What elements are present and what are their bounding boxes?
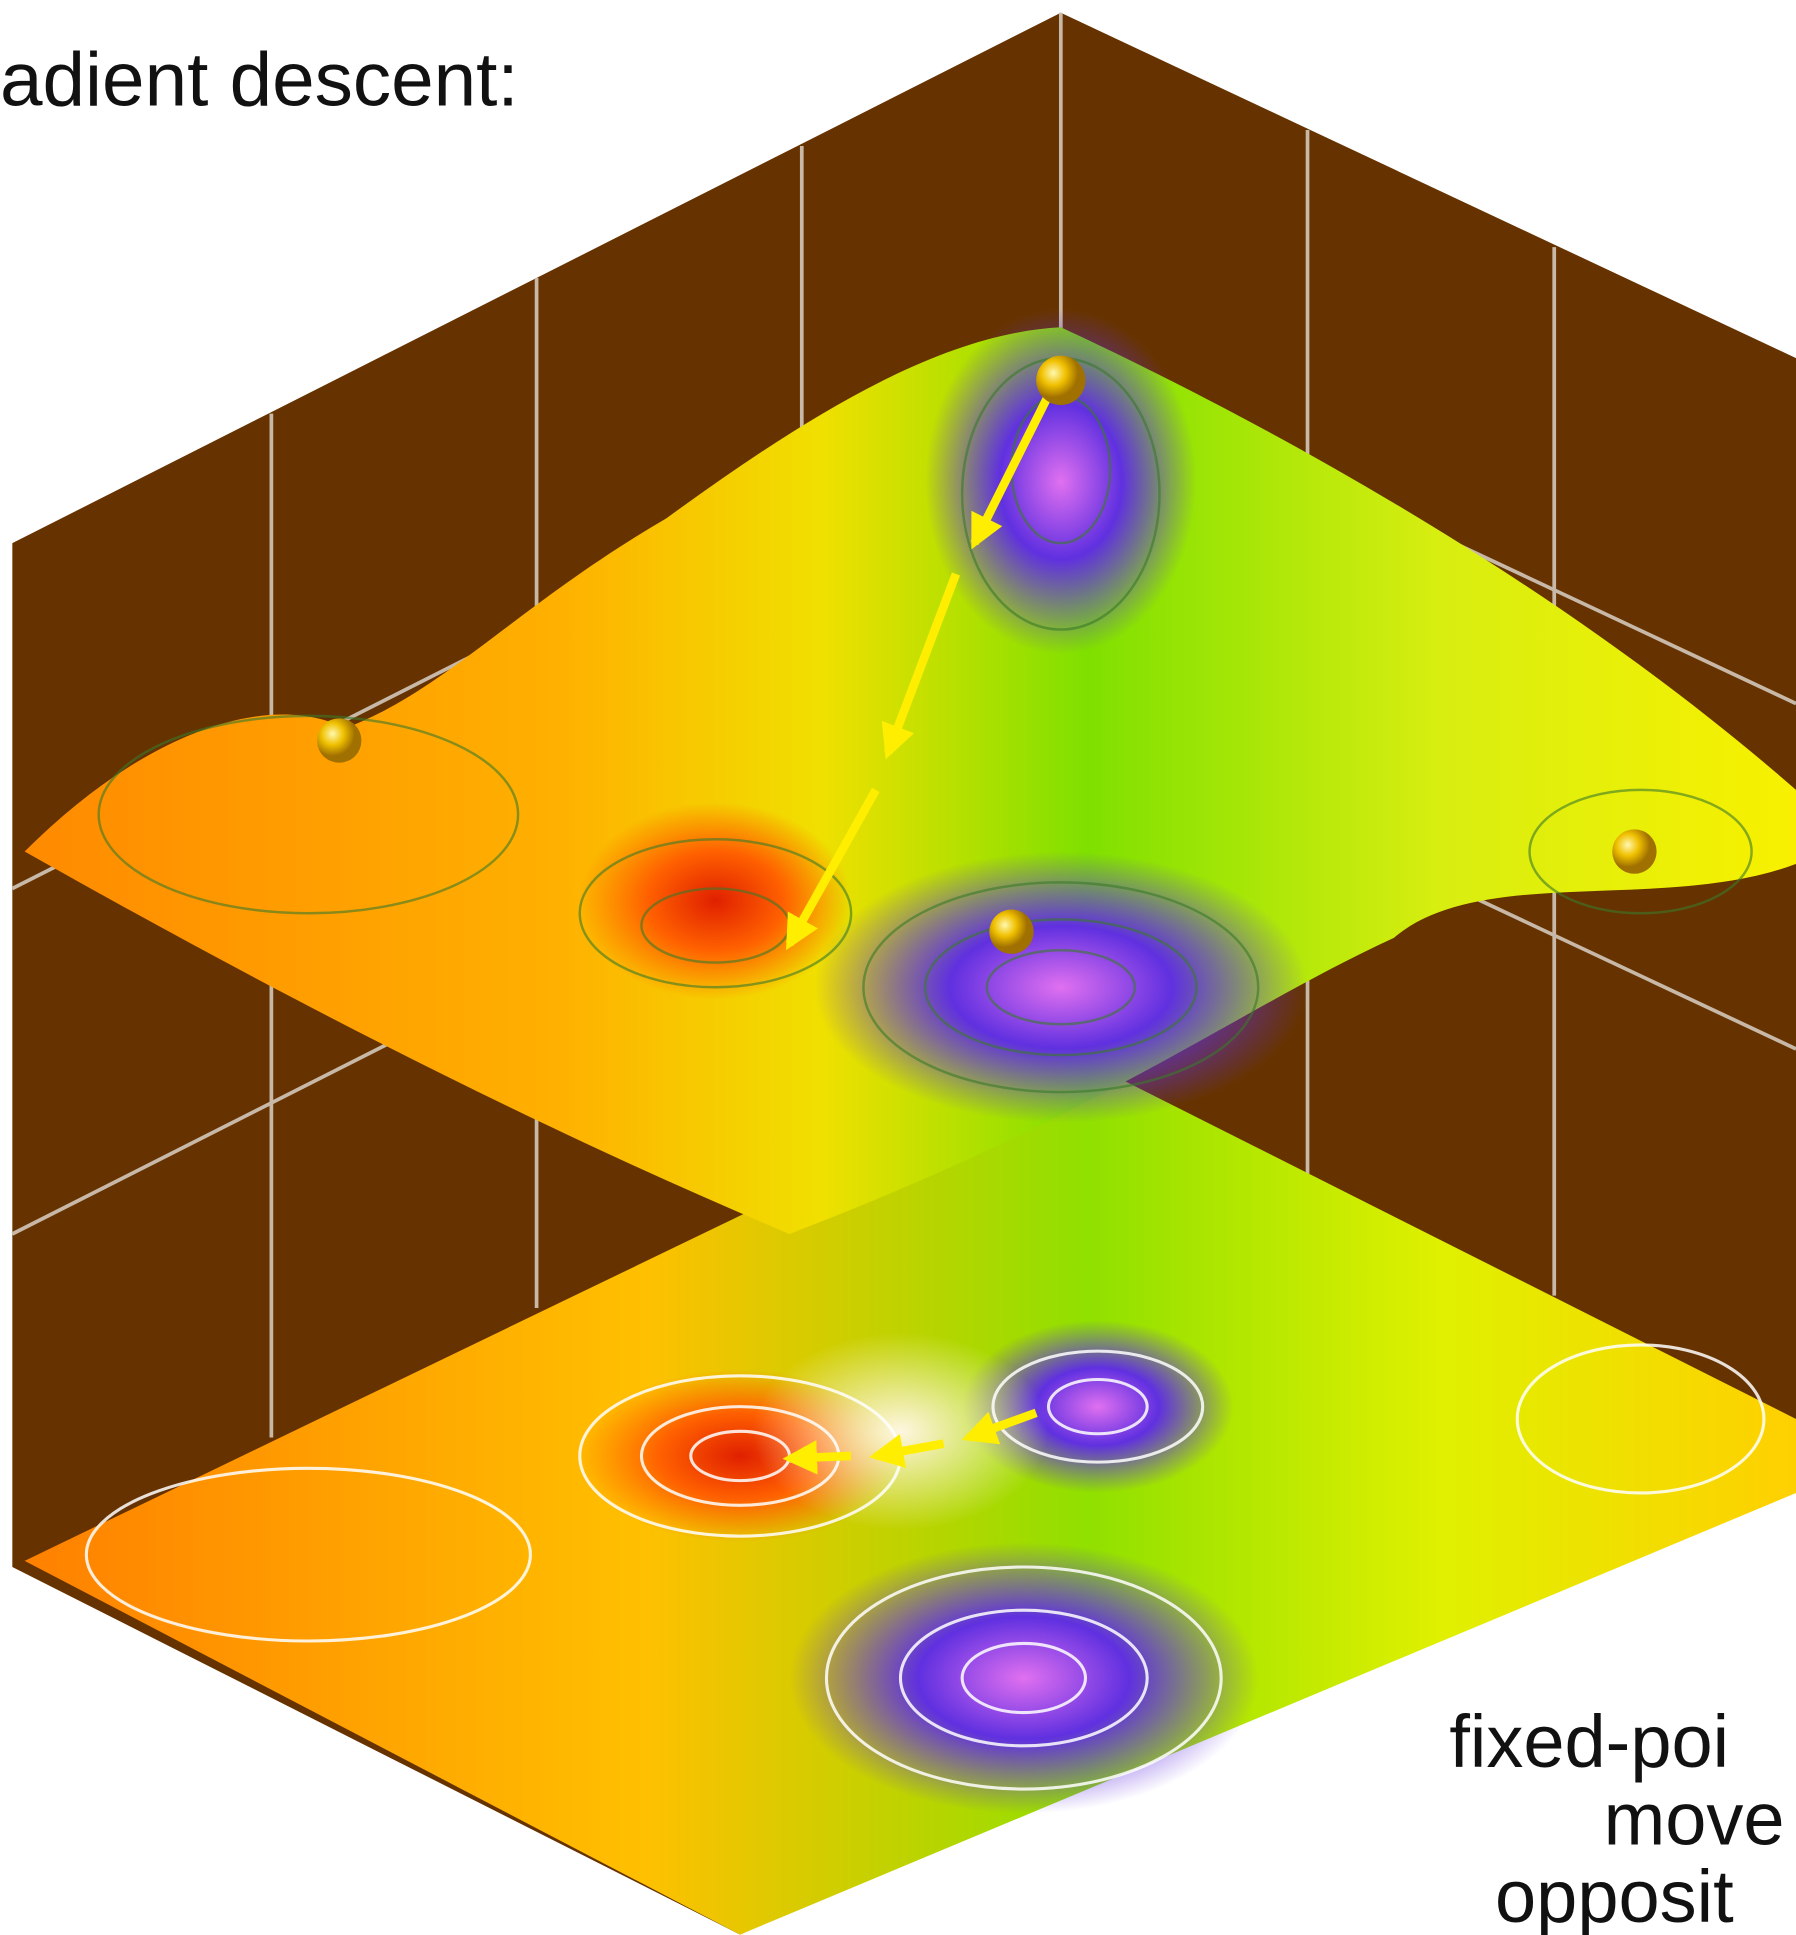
heading: adient descent: [0, 37, 519, 122]
critical-points [317, 355, 1657, 954]
descent-arrows [782, 393, 1053, 1475]
upper-surface [24, 308, 1796, 1234]
caption-line: move [1604, 1778, 1785, 1861]
caption-line: opposit [1495, 1855, 1734, 1935]
caption-line: fixed-poi [1449, 1700, 1729, 1783]
floor-surface [24, 1055, 1796, 1935]
